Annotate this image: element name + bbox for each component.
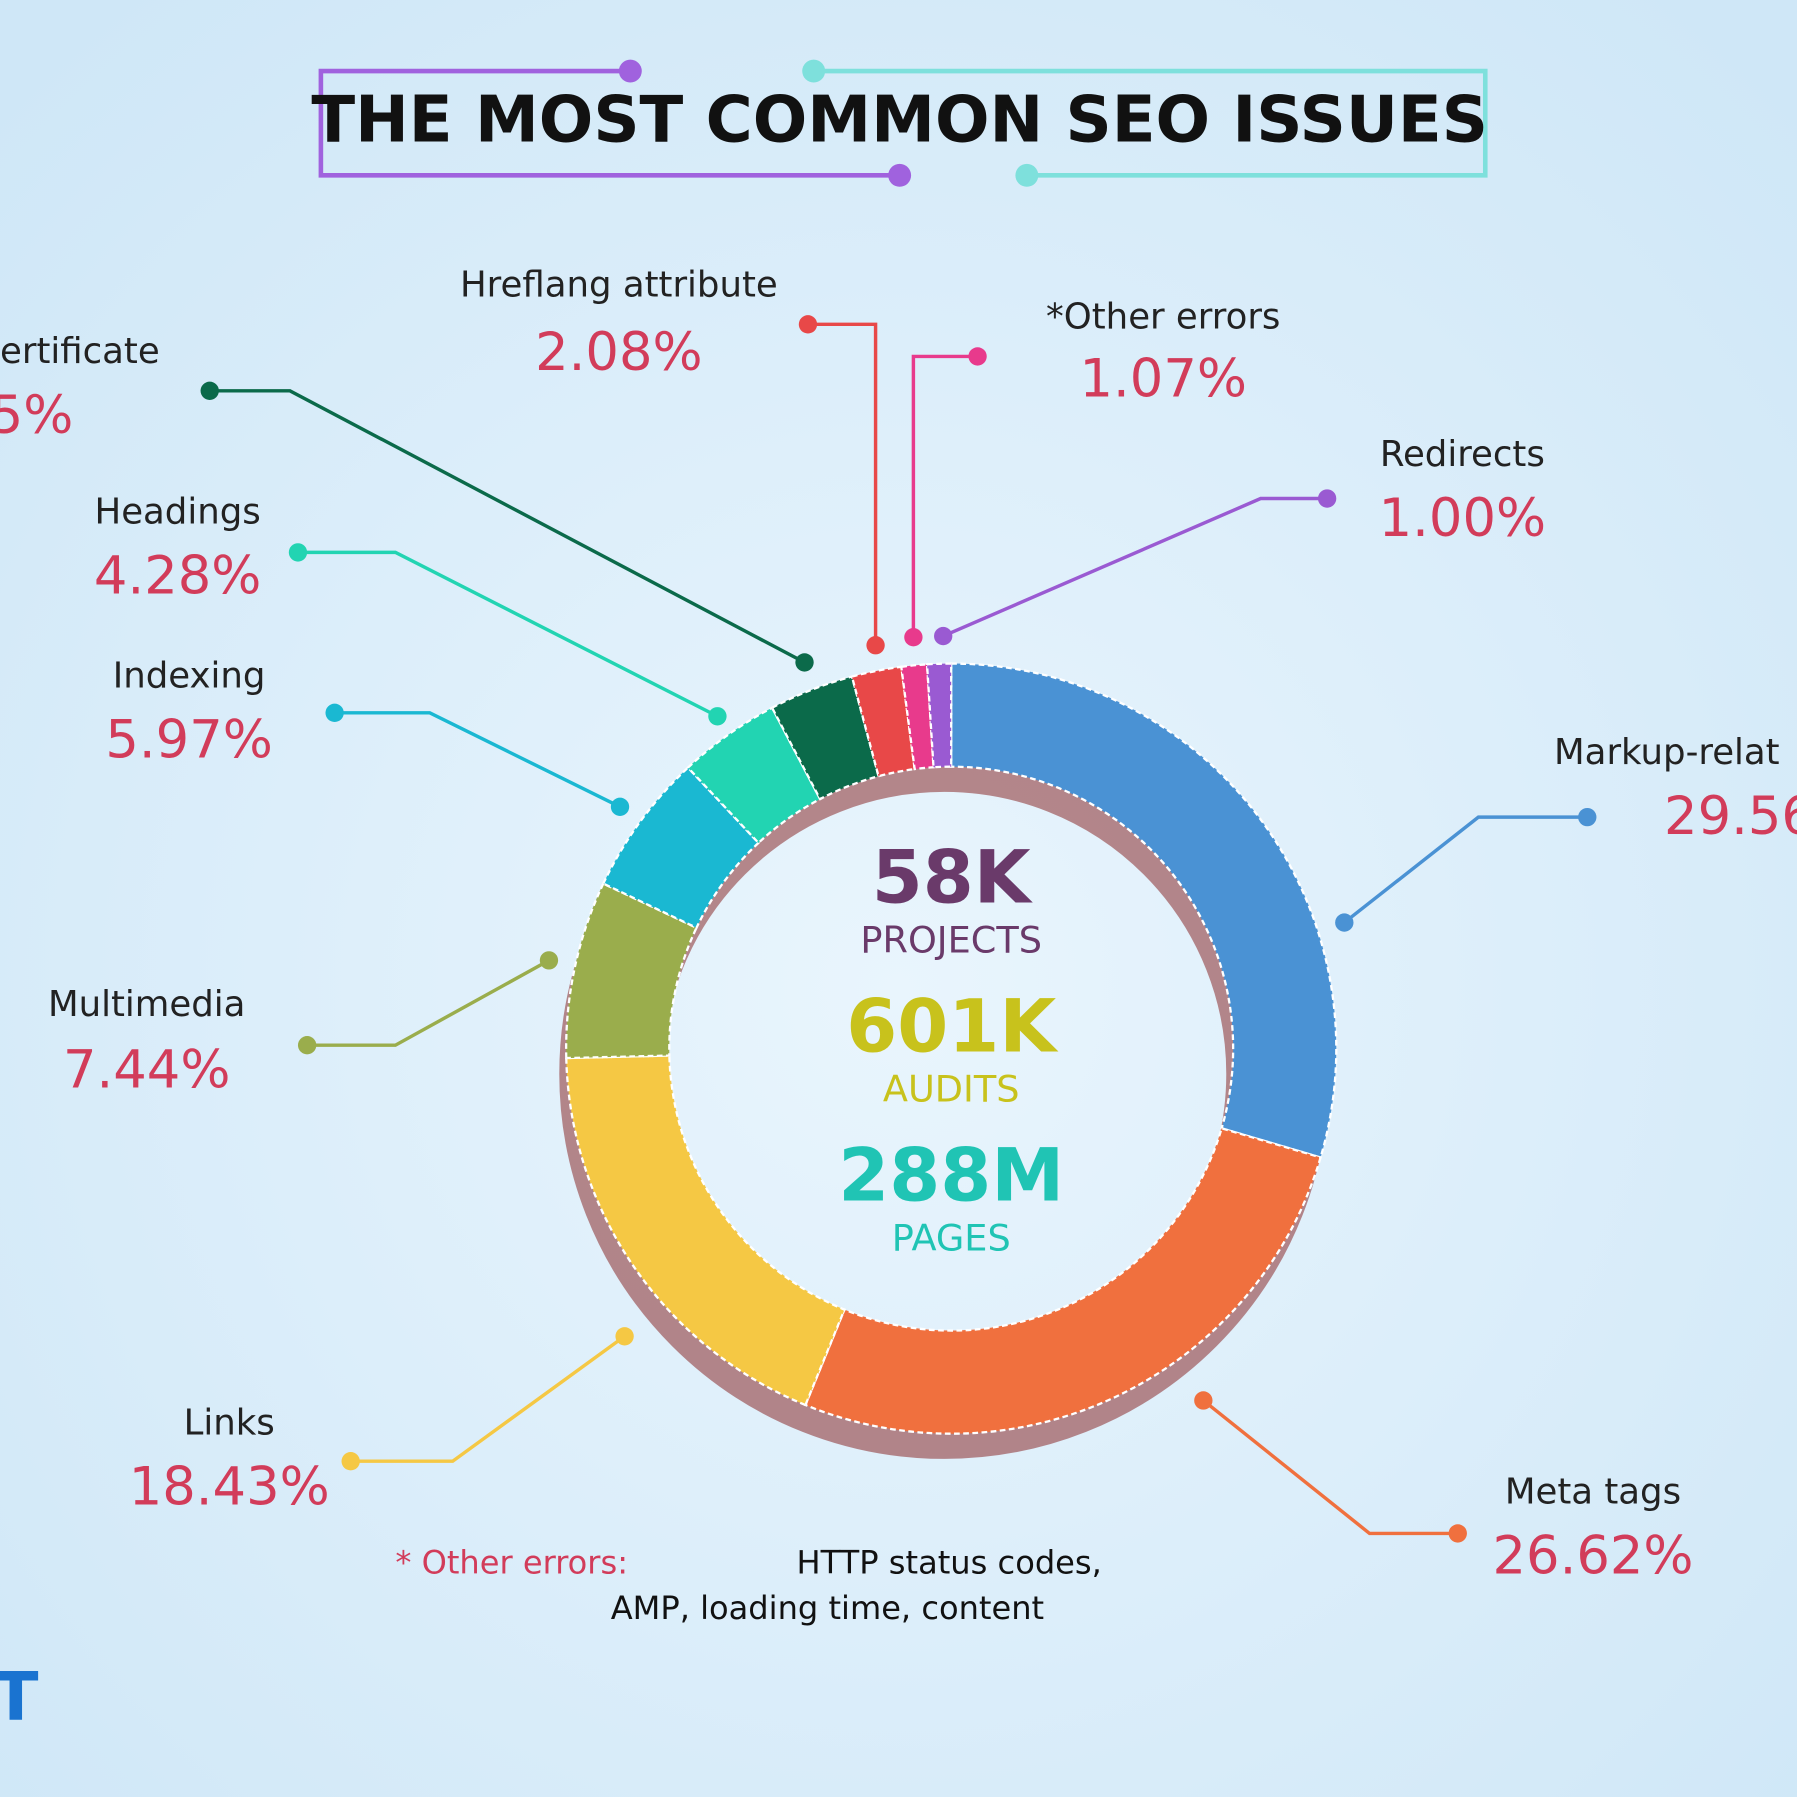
value-label: 2.08% bbox=[535, 322, 702, 383]
logo: T bbox=[0, 1658, 38, 1736]
category-label: Markup-relat bbox=[1554, 732, 1780, 773]
value-label: 3.55% bbox=[0, 385, 73, 446]
leader-line bbox=[297, 550, 719, 718]
leader-line bbox=[911, 354, 978, 638]
leader-line bbox=[334, 711, 621, 809]
leader-line bbox=[209, 389, 806, 664]
donut-segment bbox=[950, 662, 1338, 1159]
value-label: 4.28% bbox=[94, 545, 261, 606]
leader-line bbox=[1343, 815, 1588, 924]
category-label: Redirects bbox=[1380, 434, 1545, 475]
category-label: Headings bbox=[94, 491, 260, 532]
stat-label: PAGES bbox=[892, 1217, 1011, 1260]
footnote-line: AMP, loading time, content bbox=[611, 1589, 1044, 1627]
leader-dot bbox=[1317, 489, 1337, 508]
leader-dot bbox=[708, 707, 727, 726]
category-label: *Other errors bbox=[1046, 297, 1280, 338]
category-label: Links bbox=[184, 1403, 275, 1444]
leader-dot bbox=[904, 628, 923, 647]
value-label: 26.62% bbox=[1493, 1525, 1694, 1586]
leader-dot bbox=[1335, 913, 1354, 932]
category-label: Hreflang attribute bbox=[460, 265, 778, 306]
value-label: 1.07% bbox=[1080, 348, 1247, 409]
leader-line bbox=[807, 322, 878, 646]
leader-dot bbox=[325, 703, 344, 723]
leader-line bbox=[350, 1334, 626, 1463]
footnote-marker: * Other errors: bbox=[395, 1543, 628, 1581]
category-label: Multimedia bbox=[48, 984, 245, 1025]
category-label: ertificate bbox=[0, 331, 160, 372]
leader-line bbox=[307, 958, 550, 1047]
donut-segment bbox=[850, 665, 916, 778]
leader-dot bbox=[795, 653, 814, 672]
leader-dot bbox=[288, 543, 308, 562]
leader-line bbox=[1202, 1399, 1458, 1536]
leader-dot bbox=[615, 1327, 634, 1346]
stat-label: AUDITS bbox=[883, 1068, 1020, 1111]
leader-dot bbox=[610, 797, 630, 816]
category-label: Indexing bbox=[113, 655, 266, 696]
stat-number: 601K bbox=[846, 984, 1059, 1069]
value-label: 18.43% bbox=[129, 1457, 330, 1518]
leader-dot bbox=[200, 381, 219, 400]
chart-title: THE MOST COMMON SEO ISSUES bbox=[311, 82, 1488, 157]
donut-segment bbox=[925, 662, 953, 769]
donut-segment bbox=[803, 1126, 1323, 1435]
value-label: 5.97% bbox=[105, 709, 272, 770]
value-label: 29.56% bbox=[1664, 786, 1797, 847]
stat-label: PROJECTS bbox=[860, 919, 1042, 962]
leader-dot bbox=[968, 347, 987, 366]
leader-dot bbox=[539, 951, 559, 970]
leader-dot bbox=[341, 1452, 360, 1471]
leader-dot bbox=[798, 315, 818, 334]
stat-number: 58K bbox=[872, 835, 1034, 920]
value-label: 1.00% bbox=[1379, 488, 1546, 549]
category-label: Meta tags bbox=[1505, 1471, 1681, 1512]
donut-segment bbox=[686, 706, 822, 845]
donut-segment bbox=[565, 882, 699, 1060]
stat-number: 288M bbox=[838, 1133, 1064, 1218]
footnote-line: HTTP status codes, bbox=[797, 1543, 1102, 1581]
leader-dot bbox=[297, 1036, 317, 1055]
value-label: 7.44% bbox=[63, 1039, 230, 1100]
leader-dot bbox=[1448, 1524, 1467, 1543]
leader-dot bbox=[866, 636, 885, 655]
leader-line bbox=[942, 496, 1328, 638]
title-frame bbox=[318, 59, 1488, 187]
leader-dot bbox=[934, 626, 953, 646]
leader-dot bbox=[1578, 807, 1597, 827]
donut-segment bbox=[770, 675, 880, 801]
leader-dot bbox=[1194, 1391, 1213, 1410]
